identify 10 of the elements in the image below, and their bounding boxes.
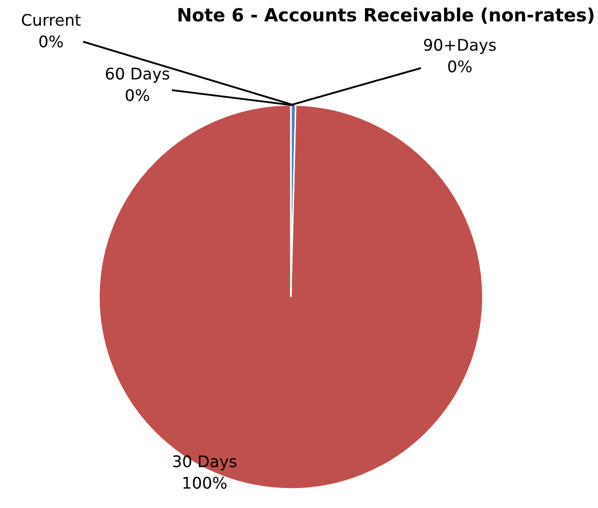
chart-title: Note 6 - Accounts Receivable (non-rates) xyxy=(178,8,594,24)
data-label: 0% xyxy=(39,35,63,48)
slice-label: 30 Days xyxy=(173,455,236,470)
slice-label: Current xyxy=(22,14,81,26)
data-label: 100% xyxy=(183,476,226,489)
category-label: 90+Days xyxy=(424,38,496,54)
text: 0% xyxy=(448,60,472,72)
category-label: 60 Days xyxy=(106,68,170,83)
pie-slice xyxy=(98,104,484,490)
text: 0% xyxy=(126,89,150,102)
